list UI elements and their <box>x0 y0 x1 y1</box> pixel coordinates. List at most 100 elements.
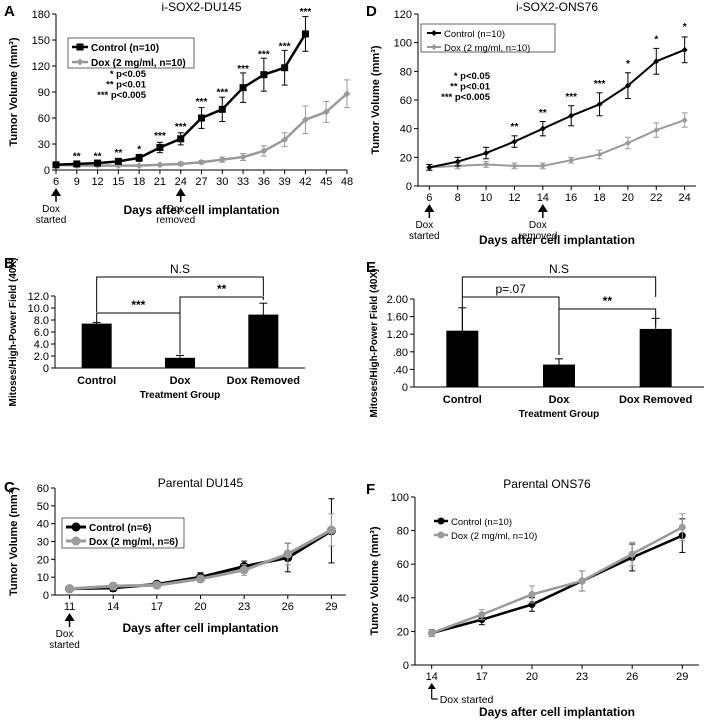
y-tick-label: 30 <box>37 537 49 549</box>
bracket-line <box>179 296 264 313</box>
data-point <box>260 147 268 155</box>
legend-box <box>420 23 556 53</box>
y-tick-label: .40 <box>393 364 408 376</box>
data-point <box>568 112 575 119</box>
annotation-text: Dox <box>56 629 74 640</box>
bar <box>639 328 672 387</box>
significance-bracket: p=.07 <box>461 282 560 356</box>
y-tick-label: 2.00 <box>387 294 408 306</box>
panel-letter: B <box>4 255 15 272</box>
data-point <box>135 154 143 162</box>
x-tick-label: 20 <box>622 192 634 204</box>
x-tick-label: 14 <box>426 671 438 683</box>
y-tick-label: 100 <box>391 492 409 504</box>
data-point <box>108 581 118 591</box>
annotation-text: Dox started <box>440 694 494 706</box>
data-point <box>426 164 433 171</box>
chart-title: Parental DU145 <box>158 476 244 490</box>
series-line <box>429 48 686 169</box>
x-tick-label: 48 <box>341 176 353 188</box>
y-axis-label: Tumor Volume (mm³) <box>8 487 20 596</box>
data-point <box>198 114 205 122</box>
series-0 <box>52 16 309 169</box>
y-tick-label: 20 <box>400 152 412 164</box>
legend: Control (n=10) Dox (2 mg/ml, n=10) <box>434 517 537 542</box>
legend-marker <box>437 517 445 525</box>
x-axis-label: Days after cell implantation <box>122 621 278 635</box>
x-tick-label: 18 <box>133 176 145 188</box>
annotation-arrowhead <box>427 683 436 689</box>
pvalue-legend-line: * p<0.05 <box>110 69 147 80</box>
x-tick-label: 21 <box>154 176 166 188</box>
annotation-text: started <box>409 231 440 242</box>
legend-label: Control (n=10) <box>451 517 512 528</box>
x-tick-label: 24 <box>175 176 187 188</box>
panel-F: F Parental ONS76 0 20 40 60 80 100 14 17 20 23 26 29 T… <box>366 477 699 719</box>
y-tick-label: 20 <box>397 626 409 638</box>
y-tick-label: 30 <box>38 139 50 151</box>
legend: Control (n=10) Dox (2 mg/ml, n=10) <box>67 37 195 69</box>
bracket-label: N.S <box>170 262 190 276</box>
legend-label: Control (n=10) <box>91 43 159 54</box>
data-point <box>239 153 247 161</box>
data-point <box>152 580 162 590</box>
category-label: Dox Removed <box>227 375 300 387</box>
y-tick-label: 90 <box>38 87 50 99</box>
y-tick-label: 150 <box>32 35 50 47</box>
y-tick-label: 8.0 <box>34 315 49 327</box>
significance-label: *** <box>300 7 312 18</box>
y-axis-label: Tumor Volume (mm³) <box>8 37 20 146</box>
x-tick-label: 18 <box>593 192 605 204</box>
panel-letter: D <box>366 3 377 20</box>
data-point <box>281 64 289 72</box>
annotation: Dox started <box>427 683 494 706</box>
series-0 <box>426 36 688 171</box>
data-point <box>260 71 268 79</box>
x-tick-label: 42 <box>299 176 311 188</box>
y-tick-label: 80 <box>397 526 409 538</box>
x-tick-label: 29 <box>325 601 337 613</box>
significance-label: *** <box>594 79 606 90</box>
y-tick-label: 0 <box>44 165 50 177</box>
x-axis-label: Treatment Group <box>140 390 221 401</box>
y-tick-label: 10.0 <box>28 303 49 315</box>
annotation-text: started <box>36 215 67 226</box>
legend-label: Dox (2 mg/ml, n=10) <box>451 531 537 542</box>
series-1 <box>65 513 336 594</box>
y-tick-label: 4.0 <box>34 339 49 351</box>
annotation-arrowhead <box>64 613 75 621</box>
annotation-text: Dox <box>42 204 60 215</box>
x-tick-label: 27 <box>195 176 207 188</box>
significance-label: ** <box>73 152 81 163</box>
annotation-text: Dox <box>167 204 185 215</box>
panel-E: E 0 .40 .80 1.20 1.60 2.00 Mitoses/High-Power F… <box>366 259 704 420</box>
pvalue-legend-line: ** p<0.01 <box>106 80 147 91</box>
y-tick-label: 10 <box>37 572 49 584</box>
data-point <box>511 138 518 145</box>
data-point <box>218 156 226 164</box>
x-tick-label: 22 <box>650 192 662 204</box>
y-tick-label: 40 <box>397 593 409 605</box>
bracket-line <box>461 296 560 356</box>
x-tick-label: 15 <box>112 176 124 188</box>
data-point <box>596 101 603 108</box>
legend-label: Control (n=6) <box>89 523 152 534</box>
x-tick-label: 12 <box>91 176 103 188</box>
pvalue-legend-line: ** p<0.01 <box>450 82 491 93</box>
x-axis-label: Treatment Group <box>519 409 600 420</box>
x-tick-label: 36 <box>258 176 270 188</box>
significance-label: *** <box>565 92 577 103</box>
data-point <box>653 58 660 65</box>
x-tick-label: 23 <box>576 671 588 683</box>
legend-label: Dox (2 mg/ml, n=10) <box>444 43 530 54</box>
x-tick-label: 8 <box>455 192 461 204</box>
data-point <box>239 84 247 92</box>
data-point <box>596 151 603 158</box>
y-axis-label: Mitoses/High-Power Field (40X) <box>8 258 19 407</box>
y-tick-label: 12.0 <box>28 291 49 303</box>
